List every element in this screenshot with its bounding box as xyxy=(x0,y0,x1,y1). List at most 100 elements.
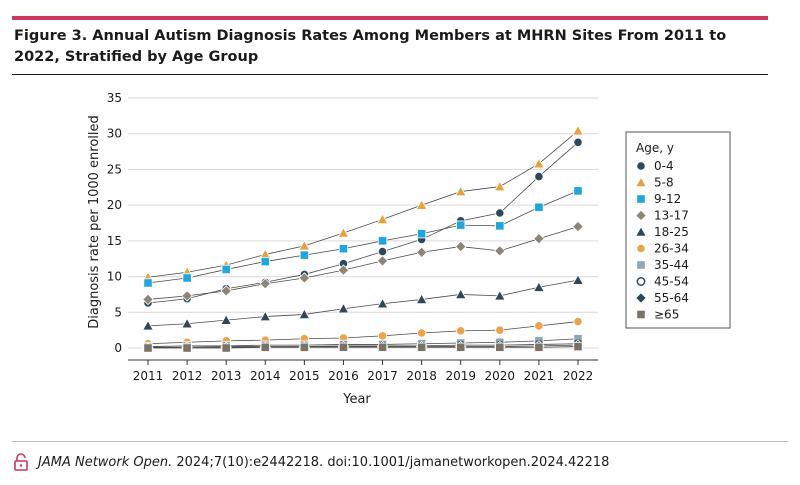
data-point xyxy=(495,221,505,231)
data-point xyxy=(572,274,584,285)
data-point xyxy=(338,244,349,254)
data-point xyxy=(573,137,583,147)
y-tick-label: 30 xyxy=(107,127,122,141)
legend-label: 55-64 xyxy=(654,291,689,305)
data-point xyxy=(259,277,272,290)
data-point xyxy=(299,250,309,260)
legend-marker xyxy=(635,292,647,304)
series-line xyxy=(147,321,579,345)
legend-marker xyxy=(636,260,646,270)
data-point xyxy=(456,220,466,230)
data-point xyxy=(534,342,544,352)
data-point xyxy=(533,157,545,169)
data-point xyxy=(337,226,350,238)
data-point xyxy=(221,343,231,353)
x-tick-label: 2020 xyxy=(485,369,516,383)
x-tick-label: 2013 xyxy=(211,369,242,383)
figure-title: Figure 3. Annual Autism Diagnosis Rates … xyxy=(14,28,727,65)
data-point xyxy=(142,319,154,331)
x-tick-label: 2022 xyxy=(563,369,594,383)
data-point xyxy=(456,342,466,352)
legend-label: 13-17 xyxy=(654,209,689,223)
x-axis-ticks: 2011 2012 2013 2014 2015 2016 2017 2018 2019 2020… xyxy=(133,360,594,383)
data-point xyxy=(221,264,231,275)
data-point xyxy=(338,342,349,352)
series-lines xyxy=(147,130,579,349)
legend-title: Age, y xyxy=(636,141,674,155)
legend-marker xyxy=(635,209,647,222)
data-point xyxy=(494,245,506,257)
x-tick-label: 2011 xyxy=(133,369,164,383)
y-tick-label: 0 xyxy=(114,341,122,355)
x-tick-label: 2014 xyxy=(250,369,281,383)
data-point xyxy=(260,256,270,267)
data-point xyxy=(181,317,193,329)
data-point xyxy=(495,342,505,352)
legend-label: 26-34 xyxy=(654,242,689,256)
data-point xyxy=(259,310,272,322)
data-point xyxy=(220,285,232,297)
title-divider xyxy=(12,74,768,75)
data-point xyxy=(417,229,427,239)
open-lock-icon xyxy=(14,453,28,471)
citation: JAMA Network Open. 2024;7(10):e2442218. … xyxy=(38,455,609,470)
data-point xyxy=(534,202,544,212)
x-tick-label: 2019 xyxy=(445,369,476,383)
data-point xyxy=(533,281,545,292)
data-point xyxy=(573,341,583,352)
data-point xyxy=(376,213,389,225)
data-point xyxy=(377,331,388,341)
data-point xyxy=(417,328,427,338)
data-point xyxy=(573,316,583,327)
legend-label: 45-54 xyxy=(654,275,689,289)
legend-label: 9-12 xyxy=(654,192,681,206)
series-line xyxy=(147,279,579,327)
data-point xyxy=(573,186,583,196)
data-point xyxy=(298,308,311,320)
data-point xyxy=(493,180,506,192)
legend-items: 0-4 5-8 9-12 13-17 18-25 26-34 35-44 45-54 55-64… xyxy=(635,159,689,322)
x-tick-label: 2021 xyxy=(524,369,555,383)
series-line xyxy=(147,344,579,349)
top-accent-rule xyxy=(12,16,768,20)
data-point xyxy=(337,302,350,314)
series-line xyxy=(147,190,579,284)
y-tick-label: 15 xyxy=(107,234,122,248)
legend: Age, y 0-4 5-8 9-12 13-17 18-25 26-34 35-44 45-… xyxy=(625,131,731,329)
legend-marker xyxy=(636,161,646,171)
data-point xyxy=(377,342,388,352)
data-point xyxy=(534,321,544,331)
data-point xyxy=(143,343,153,353)
data-point xyxy=(142,293,154,306)
data-point xyxy=(376,297,389,309)
y-tick-label: 5 xyxy=(114,305,122,319)
data-point xyxy=(572,220,584,233)
legend-marker xyxy=(636,277,646,286)
series-markers xyxy=(142,124,584,354)
data-point xyxy=(260,342,270,352)
data-point xyxy=(415,199,428,210)
data-point xyxy=(417,342,427,352)
legend-label: 5-8 xyxy=(654,176,674,190)
legend-marker xyxy=(636,243,646,254)
y-tick-label: 35 xyxy=(107,91,122,105)
data-point xyxy=(572,124,584,136)
data-point xyxy=(220,314,233,325)
x-tick-label: 2018 xyxy=(406,369,437,383)
data-point xyxy=(376,255,389,267)
series-line xyxy=(147,130,579,278)
y-tick-label: 25 xyxy=(107,162,122,176)
legend-marker xyxy=(635,176,647,188)
series-line xyxy=(147,226,579,300)
data-point xyxy=(415,246,428,259)
y-axis-label: Diagnosis rate per 1000 enrolled xyxy=(87,115,102,329)
y-tick-label: 20 xyxy=(107,198,122,212)
data-point xyxy=(533,232,545,245)
x-tick-label: 2015 xyxy=(289,369,320,383)
data-point xyxy=(182,343,192,353)
data-point xyxy=(298,272,311,284)
data-point xyxy=(143,278,153,288)
data-point xyxy=(181,290,193,302)
legend-marker xyxy=(635,225,647,237)
